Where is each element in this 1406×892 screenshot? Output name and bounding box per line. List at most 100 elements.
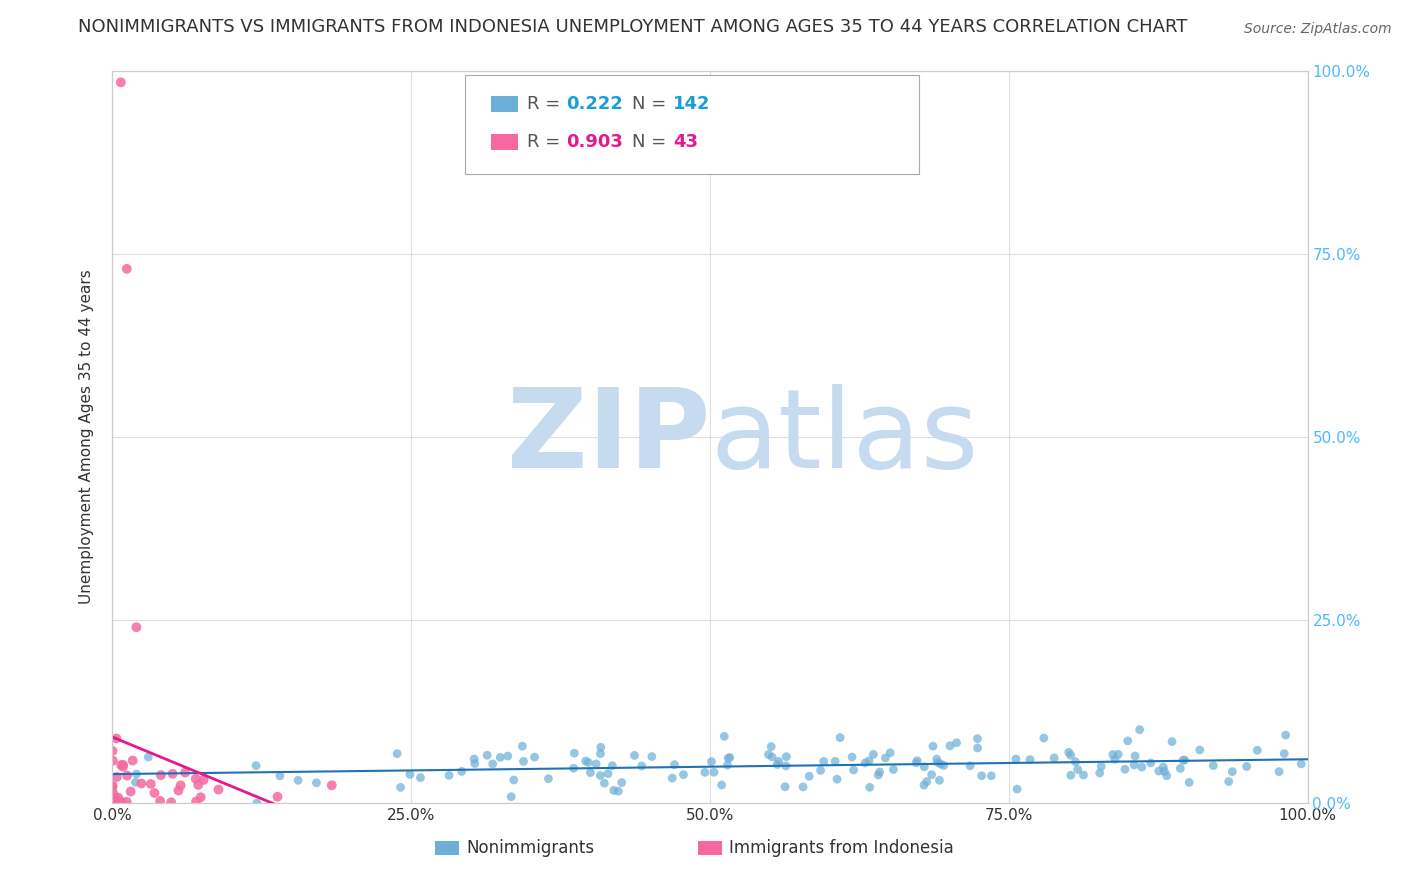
Point xyxy=(1123,758,1146,772)
Point xyxy=(939,739,962,753)
Point xyxy=(921,767,943,781)
Point xyxy=(766,757,789,772)
Point xyxy=(775,749,797,764)
Point xyxy=(575,754,598,768)
Text: 43: 43 xyxy=(673,133,697,152)
Point xyxy=(101,779,124,793)
Point xyxy=(105,731,128,746)
Point xyxy=(169,778,191,792)
Point xyxy=(1272,747,1295,761)
Point xyxy=(187,778,209,792)
Point xyxy=(966,731,988,746)
Point xyxy=(167,783,190,797)
Point xyxy=(1060,748,1083,763)
Point xyxy=(912,778,935,792)
Point xyxy=(101,780,124,794)
Point xyxy=(1289,756,1312,771)
Text: Nonimmigrants: Nonimmigrants xyxy=(467,839,595,857)
Point xyxy=(389,780,412,795)
Point xyxy=(115,261,138,276)
Point xyxy=(1171,753,1194,767)
Point xyxy=(1156,769,1178,783)
Point xyxy=(716,758,738,772)
Point xyxy=(869,764,891,779)
Point xyxy=(101,744,124,758)
Point xyxy=(1129,723,1152,737)
Point xyxy=(1236,759,1258,773)
Point xyxy=(193,772,215,787)
Point xyxy=(713,729,735,743)
Point xyxy=(1140,756,1163,770)
Point xyxy=(523,750,546,764)
Text: NONIMMIGRANTS VS IMMIGRANTS FROM INDONESIA UNEMPLOYMENT AMONG AGES 35 TO 44 YEAR: NONIMMIGRANTS VS IMMIGRANTS FROM INDONES… xyxy=(77,18,1188,36)
FancyBboxPatch shape xyxy=(491,135,517,151)
Point xyxy=(136,750,159,764)
Point xyxy=(1090,759,1112,773)
Point xyxy=(1101,747,1123,762)
Point xyxy=(1032,731,1054,745)
Point xyxy=(862,747,884,762)
Point xyxy=(124,775,146,789)
FancyBboxPatch shape xyxy=(436,841,460,855)
Point xyxy=(589,747,612,761)
Point xyxy=(825,772,848,787)
Point xyxy=(266,789,288,804)
Point xyxy=(915,774,938,789)
Point xyxy=(115,795,138,809)
Point xyxy=(107,790,129,805)
Point xyxy=(437,768,460,782)
Point xyxy=(1104,752,1126,766)
Point xyxy=(868,768,890,782)
Point xyxy=(143,786,166,800)
Point xyxy=(101,754,124,768)
Point xyxy=(859,780,882,795)
Point xyxy=(853,756,876,770)
Point xyxy=(464,756,486,771)
Point xyxy=(905,756,928,770)
Point xyxy=(103,786,125,800)
Point xyxy=(980,769,1002,783)
Point xyxy=(101,790,124,805)
Point xyxy=(537,772,560,786)
Point xyxy=(149,794,172,808)
Point xyxy=(112,757,135,772)
Point xyxy=(630,759,652,773)
Point xyxy=(929,757,952,772)
Point xyxy=(589,768,612,782)
Point xyxy=(1152,760,1174,774)
Point xyxy=(162,767,184,781)
Point xyxy=(111,795,134,809)
Point xyxy=(1202,758,1225,772)
Point xyxy=(879,746,901,760)
Point xyxy=(882,763,904,777)
Point xyxy=(761,739,783,754)
Text: N =: N = xyxy=(633,95,672,113)
Point xyxy=(502,772,524,787)
Point xyxy=(562,761,585,775)
Point xyxy=(125,767,148,781)
Point xyxy=(775,759,797,773)
Point xyxy=(269,769,291,783)
Point xyxy=(945,736,967,750)
Text: 0.903: 0.903 xyxy=(567,133,623,152)
Point xyxy=(501,789,523,804)
Point xyxy=(399,767,422,781)
Point xyxy=(1168,761,1191,775)
Text: atlas: atlas xyxy=(710,384,979,491)
Point xyxy=(841,750,863,764)
Point xyxy=(139,777,162,791)
Point xyxy=(103,792,125,806)
Point xyxy=(1130,760,1153,774)
Point xyxy=(579,765,602,780)
Point xyxy=(409,771,432,785)
Point xyxy=(149,768,172,782)
Point xyxy=(842,763,865,777)
Point xyxy=(1220,764,1243,779)
Point xyxy=(1174,753,1197,767)
Text: R =: R = xyxy=(527,133,567,152)
Point xyxy=(623,748,645,763)
Point xyxy=(700,755,723,769)
Point xyxy=(905,754,928,768)
Point xyxy=(110,75,132,89)
Point xyxy=(385,747,408,761)
